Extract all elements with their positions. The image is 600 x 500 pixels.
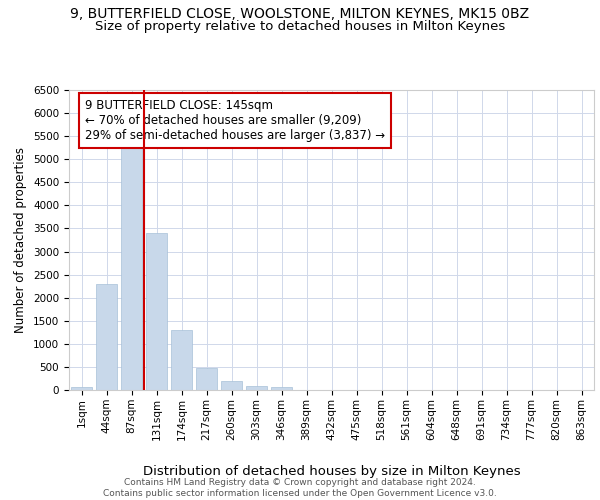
Bar: [121, 140, 142, 390]
Bar: [96, 284, 117, 390]
Bar: [71, 387, 92, 390]
Text: 9, BUTTERFIELD CLOSE, WOOLSTONE, MILTON KEYNES, MK15 0BZ: 9, BUTTERFIELD CLOSE, WOOLSTONE, MILTON …: [70, 8, 530, 22]
Bar: [196, 368, 217, 390]
Bar: [246, 386, 267, 390]
Bar: [271, 387, 292, 390]
Text: 9 BUTTERFIELD CLOSE: 145sqm
← 70% of detached houses are smaller (9,209)
29% of : 9 BUTTERFIELD CLOSE: 145sqm ← 70% of det…: [85, 99, 385, 142]
Bar: [146, 233, 167, 390]
Text: Distribution of detached houses by size in Milton Keynes: Distribution of detached houses by size …: [143, 464, 521, 477]
Bar: [221, 381, 242, 390]
Bar: [171, 330, 192, 390]
Text: Size of property relative to detached houses in Milton Keynes: Size of property relative to detached ho…: [95, 20, 505, 33]
Text: Contains HM Land Registry data © Crown copyright and database right 2024.
Contai: Contains HM Land Registry data © Crown c…: [103, 478, 497, 498]
Y-axis label: Number of detached properties: Number of detached properties: [14, 147, 28, 333]
